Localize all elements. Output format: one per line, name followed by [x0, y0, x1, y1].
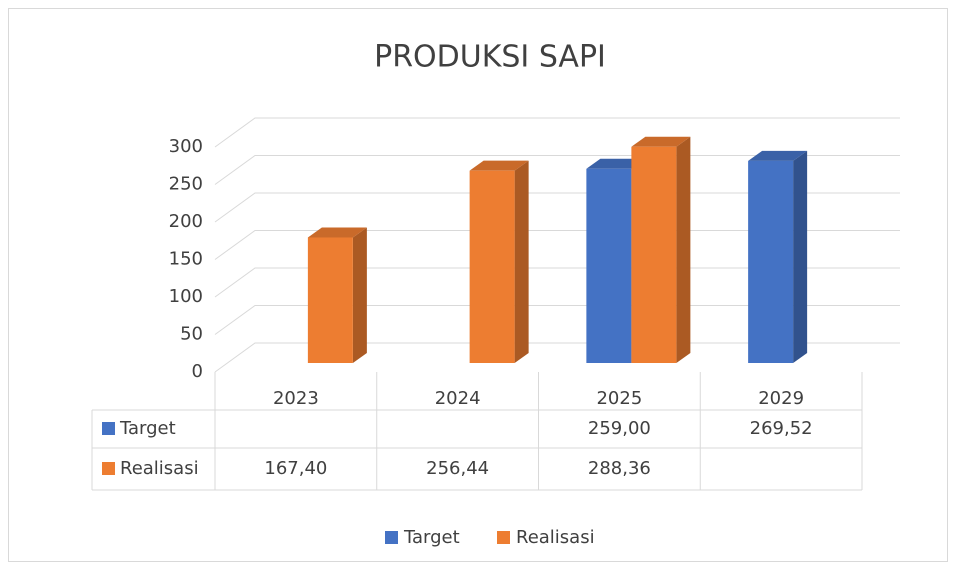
table-value: 256,44 [426, 458, 489, 479]
legend-label: Target [403, 527, 460, 548]
bar [307, 237, 353, 363]
bar-top [469, 160, 529, 171]
table-legend-key [102, 422, 115, 435]
bar-side [514, 160, 529, 363]
bar-side [676, 136, 691, 363]
bar-top [748, 150, 808, 161]
bar [631, 146, 677, 363]
y-tick-label: 250 [169, 174, 203, 195]
legend-key [497, 531, 510, 544]
x-tick-label: 2029 [758, 388, 804, 409]
table-row-header: Target [119, 418, 176, 439]
legend-label: Realisasi [516, 527, 595, 548]
bar [586, 168, 632, 363]
y-tick-label: 100 [169, 286, 203, 307]
bar-top [631, 136, 691, 147]
bar [469, 170, 515, 363]
bar-side [352, 227, 367, 363]
chart-title: PRODUKSI SAPI [374, 40, 606, 75]
bar-top [307, 227, 367, 238]
table-value: 167,40 [264, 458, 327, 479]
legend-key [385, 531, 398, 544]
table-legend-key [102, 462, 115, 475]
grid-line [214, 117, 900, 148]
y-tick-label: 200 [169, 211, 203, 232]
bar-side [793, 150, 808, 363]
y-tick-label: 150 [169, 249, 203, 270]
y-tick-label: 0 [192, 361, 203, 382]
y-tick-label: 300 [169, 136, 203, 157]
table-row-header: Realisasi [120, 458, 199, 479]
table-value: 269,52 [750, 418, 813, 439]
y-tick-label: 50 [180, 324, 203, 345]
x-tick-label: 2024 [435, 388, 481, 409]
x-tick-label: 2025 [596, 388, 642, 409]
table-value: 288,36 [588, 458, 651, 479]
x-tick-label: 2023 [273, 388, 319, 409]
bar [748, 160, 794, 363]
table-value: 259,00 [588, 418, 651, 439]
bar-top [586, 158, 646, 169]
